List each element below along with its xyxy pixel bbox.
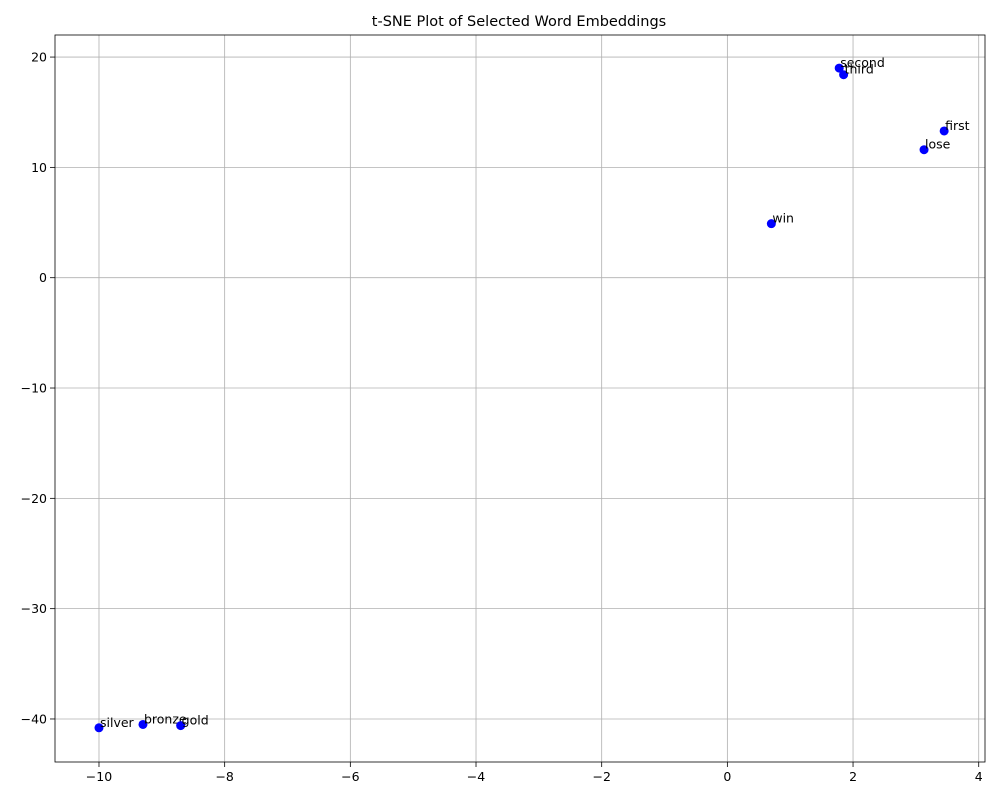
data-point-gold [176,721,186,731]
data-point-second [834,63,844,73]
point-label-win: win [772,211,794,226]
point-label-lose: lose [925,137,951,152]
plot-frame [54,34,986,763]
x-tick-label: 2 [849,769,857,784]
y-tick-label: −30 [21,601,47,616]
point-label-first: first [945,118,970,133]
data-point-third [839,70,849,80]
x-tick-label: −6 [341,769,359,784]
x-tick-label: −10 [86,769,112,784]
data-point-first [939,126,949,136]
x-tick-label: −2 [592,769,610,784]
x-tick-label: −4 [467,769,485,784]
y-tick-label: −40 [21,711,47,726]
data-point-win [766,219,776,229]
data-point-bronze [138,719,148,729]
point-label-gold: gold [182,713,209,728]
grid [55,35,985,762]
chart-title: t-SNE Plot of Selected Word Embeddings [372,14,666,30]
x-tick-label: 0 [723,769,731,784]
y-tick-label: −20 [21,491,47,506]
data-point-lose [919,145,929,155]
point-label-bronze: bronze [144,711,187,726]
data-point-silver [94,723,104,733]
point-label-second: second [840,55,885,70]
point-label-third: third [845,62,874,77]
y-tick-label: 0 [39,270,47,285]
y-tick-label: 10 [31,160,47,175]
y-tick-label: 20 [31,50,47,65]
point-label-silver: silver [100,715,135,730]
y-tick-label: −10 [21,381,47,396]
x-tick-label: 4 [975,769,983,784]
x-tick-label: −8 [215,769,233,784]
